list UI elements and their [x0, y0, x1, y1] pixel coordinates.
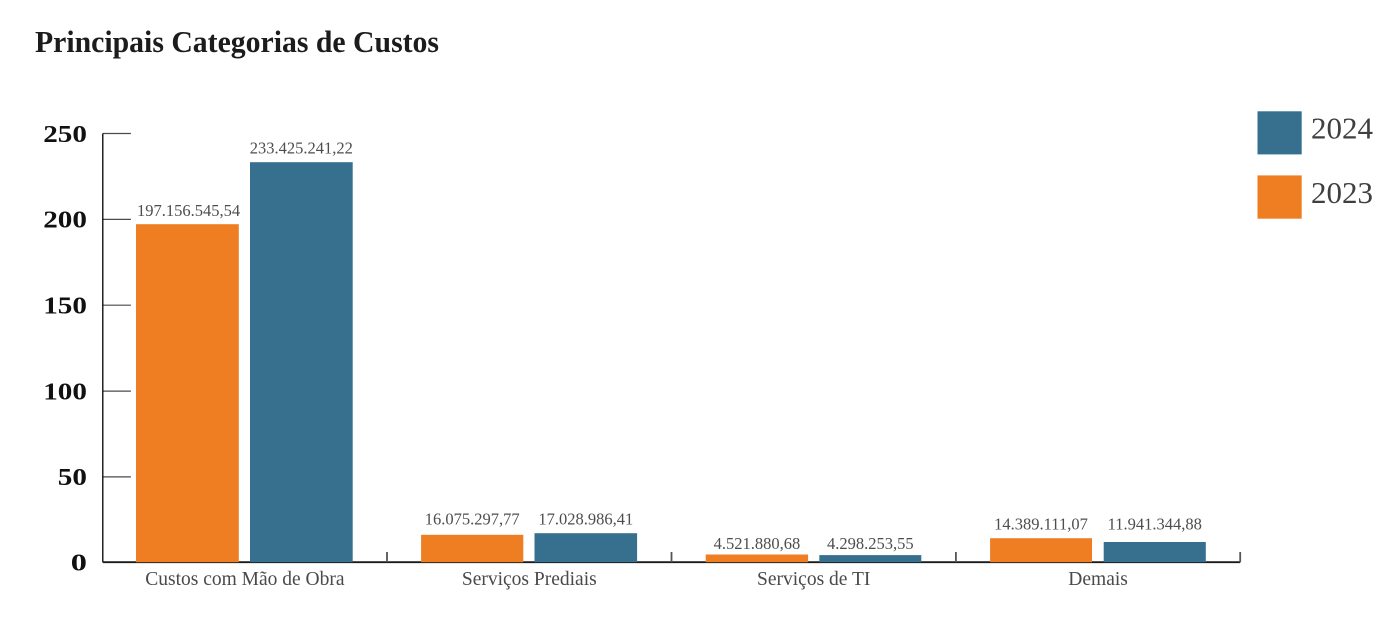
svg-text:233.425.241,22: 233.425.241,22 — [250, 138, 353, 157]
svg-text:Principais Categorias de Custo: Principais Categorias de Custos — [35, 24, 439, 59]
svg-text:16.075.297,77: 16.075.297,77 — [425, 509, 520, 528]
svg-text:14.389.111,07: 14.389.111,07 — [994, 515, 1088, 534]
svg-text:11.941.344,88: 11.941.344,88 — [1108, 515, 1202, 534]
svg-text:150: 150 — [43, 292, 87, 319]
svg-text:Demais: Demais — [1068, 569, 1128, 590]
svg-text:Custos com Mão de Obra: Custos com Mão de Obra — [145, 569, 345, 590]
svg-text:4.298.253,55: 4.298.253,55 — [827, 534, 914, 553]
svg-text:2023: 2023 — [1311, 175, 1373, 210]
svg-text:4.521.880,68: 4.521.880,68 — [714, 534, 801, 553]
svg-text:200: 200 — [43, 206, 87, 233]
svg-text:2024: 2024 — [1311, 110, 1374, 145]
svg-text:17.028.986,41: 17.028.986,41 — [538, 509, 633, 528]
svg-text:50: 50 — [58, 463, 87, 490]
svg-text:Serviços de TI: Serviços de TI — [757, 569, 870, 590]
svg-text:Serviços Prediais: Serviços Prediais — [462, 569, 597, 590]
svg-text:100: 100 — [43, 378, 87, 405]
svg-text:197.156.545,54: 197.156.545,54 — [137, 201, 240, 220]
svg-text:250: 250 — [43, 120, 87, 147]
svg-text:0: 0 — [71, 549, 87, 576]
